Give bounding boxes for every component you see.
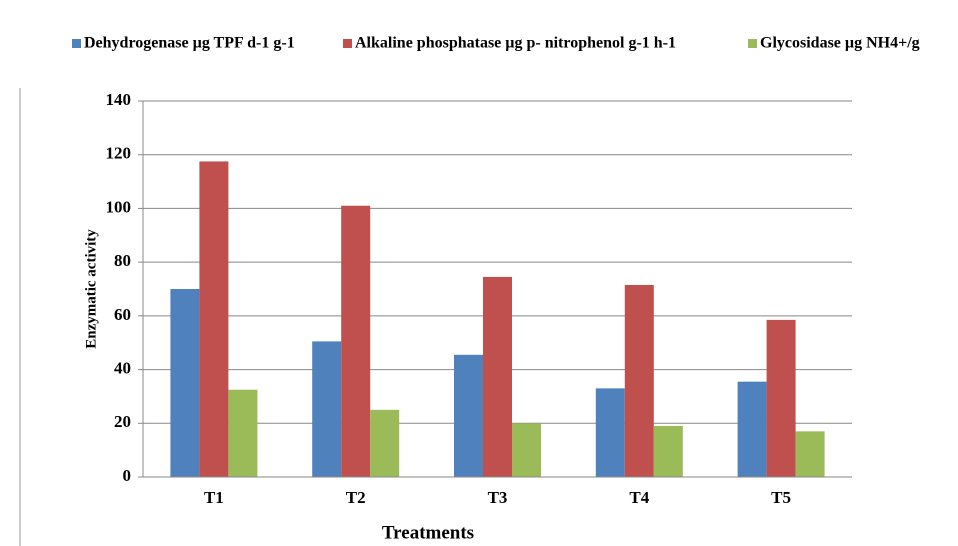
x-tick-label: T4	[629, 488, 649, 507]
bar	[512, 423, 541, 477]
bar	[766, 319, 796, 477]
bar	[312, 341, 342, 477]
bar	[795, 431, 825, 477]
bar	[341, 205, 371, 477]
bar	[595, 388, 625, 477]
legend-label: Glycosidase µg NH4+/g	[760, 35, 920, 52]
bar	[737, 381, 767, 477]
bar	[228, 389, 258, 477]
y-tick-label: 20	[114, 412, 131, 431]
legend-label: Dehydrogenase µg TPF d-1 g-1	[84, 35, 295, 52]
bar	[370, 409, 400, 477]
x-tick-label: T1	[204, 488, 224, 507]
bar	[199, 161, 229, 477]
y-tick-label: 120	[106, 144, 132, 163]
legend-swatch	[343, 39, 352, 48]
y-tick-label: 40	[114, 358, 131, 377]
y-tick-label: 60	[114, 305, 131, 324]
x-tick-label: T5	[771, 488, 791, 507]
legend-label: Alkaline phosphatase µg p- nitrophenol g…	[355, 35, 676, 52]
bar	[170, 289, 200, 477]
x-tick-label: T3	[488, 488, 508, 507]
legend-swatch	[72, 39, 81, 48]
bar	[454, 354, 483, 477]
bar	[483, 276, 512, 477]
x-tick-label: T2	[346, 488, 366, 507]
y-axis-label: Enzymatic activity	[83, 229, 99, 349]
legend-swatch	[748, 39, 757, 48]
y-tick-label: 80	[114, 251, 131, 270]
y-tick-label: 140	[106, 90, 132, 109]
y-tick-label: 0	[123, 466, 132, 485]
y-tick-label: 100	[106, 197, 132, 216]
x-axis-label: Treatments	[382, 522, 474, 543]
bar	[624, 284, 654, 477]
bar	[653, 425, 683, 477]
